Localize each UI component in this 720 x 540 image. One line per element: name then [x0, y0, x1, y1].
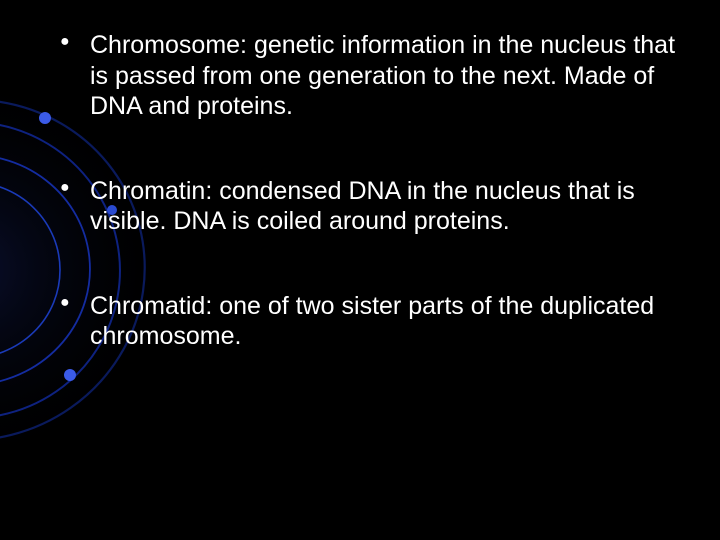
bullet-list: Chromosome: genetic information in the n…: [60, 30, 680, 352]
bullet-text: Chromatid: one of two sister parts of th…: [90, 292, 654, 351]
list-item: Chromatin: condensed DNA in the nucleus …: [60, 176, 680, 237]
list-item: Chromatid: one of two sister parts of th…: [60, 291, 680, 352]
bullet-text: Chromosome: genetic information in the n…: [90, 31, 675, 120]
list-item: Chromosome: genetic information in the n…: [60, 30, 680, 122]
slide-content: Chromosome: genetic information in the n…: [0, 0, 720, 426]
bullet-text: Chromatin: condensed DNA in the nucleus …: [90, 177, 635, 236]
